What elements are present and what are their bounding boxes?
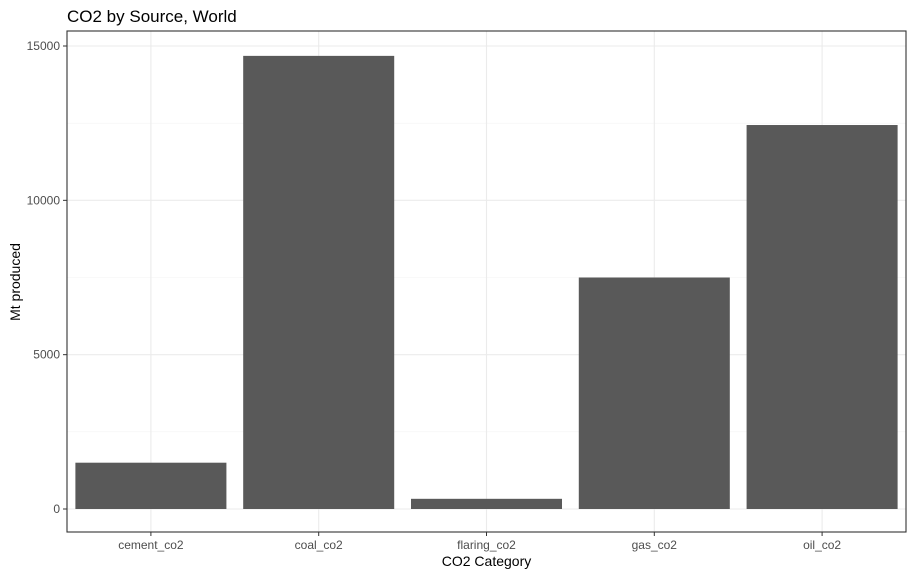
y-tick-label: 10000 [27,193,61,207]
y-tick-label: 15000 [27,39,61,53]
y-axis-title: Mt produced [7,243,23,321]
bar-cement_co2 [75,462,227,509]
x-axis-title: CO2 Category [442,553,531,569]
bars [75,55,898,510]
x-tick-label: oil_co2 [803,538,841,552]
x-tick-label: coal_co2 [295,538,343,552]
bar-oil_co2 [746,125,898,509]
x-tick-label: cement_co2 [118,538,184,552]
bar-coal_co2 [243,55,395,510]
y-axis: 0 5000 10000 15000 [27,39,67,516]
y-tick-label: 0 [53,502,60,516]
y-tick-label: 5000 [33,348,60,362]
bar-flaring_co2 [410,498,563,509]
x-tick-label: flaring_co2 [457,538,516,552]
x-tick-label: gas_co2 [632,538,678,552]
bar-gas_co2 [578,277,730,509]
x-axis: cement_co2 coal_co2 flaring_co2 gas_co2 oil_… [118,532,841,552]
chart-title: CO2 by Source, World [67,7,237,26]
